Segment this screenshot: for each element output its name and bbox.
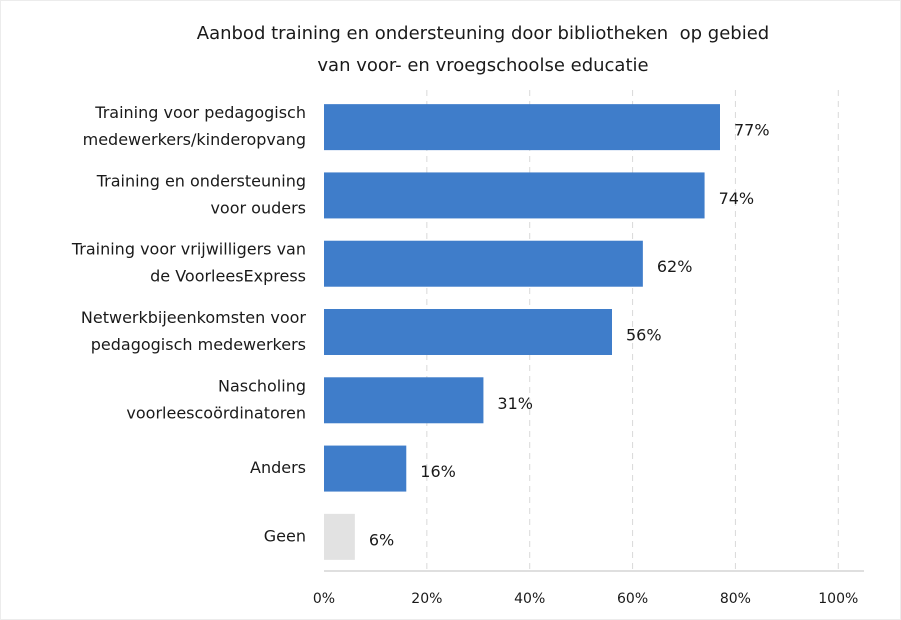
y-tick-label: medewerkers/kinderopvang [83, 130, 306, 149]
value-label: 74% [719, 189, 755, 208]
x-tick-label: 80% [720, 591, 751, 607]
value-label: 56% [626, 326, 662, 345]
y-tick-label: pedagogisch medewerkers [91, 335, 306, 354]
x-tick-label: 100% [818, 591, 858, 607]
bar [324, 377, 484, 424]
x-tick-label: 0% [313, 591, 335, 607]
y-tick-label: voor ouders [210, 198, 306, 217]
y-tick-label: voorleescoördinatoren [126, 403, 306, 422]
value-label: 6% [369, 530, 394, 549]
x-tick-label: 60% [617, 591, 648, 607]
y-tick-label: Training voor vrijwilligers van [71, 240, 306, 259]
y-tick-label: Nascholing [218, 376, 306, 395]
x-tick-label: 20% [411, 591, 442, 607]
y-tick-label: Geen [264, 526, 306, 545]
bar [324, 445, 407, 492]
value-label: 62% [657, 257, 693, 276]
value-label: 77% [734, 121, 770, 140]
bar [324, 240, 643, 287]
y-tick-label: Anders [250, 458, 306, 477]
y-tick-label: Netwerkbijeenkomsten voor [81, 308, 307, 327]
y-tick-label: de VoorleesExpress [150, 267, 306, 286]
value-label: 16% [420, 462, 456, 481]
bar [324, 104, 720, 151]
chart-title: Aanbod training en ondersteuning door bi… [197, 23, 769, 44]
value-label: 31% [497, 394, 533, 413]
chart-title: van voor- en vroegschoolse educatie [317, 55, 648, 76]
y-tick-label: Training en ondersteuning [96, 171, 306, 190]
x-tick-label: 40% [514, 591, 545, 607]
bar [324, 513, 355, 560]
bar [324, 309, 612, 355]
bar [324, 172, 705, 219]
y-tick-label: Training voor pedagogisch [94, 103, 306, 122]
